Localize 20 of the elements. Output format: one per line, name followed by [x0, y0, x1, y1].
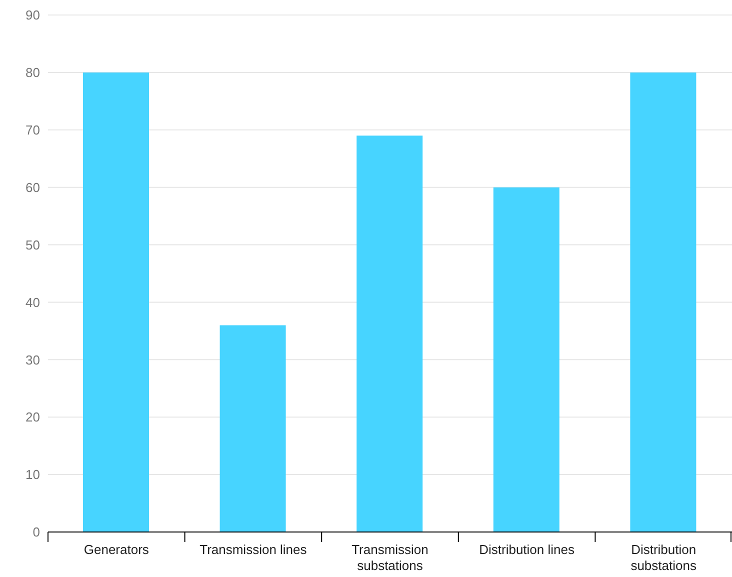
y-tick-label: 50	[26, 237, 40, 252]
y-tick-label: 20	[26, 410, 40, 425]
y-tick-label: 40	[26, 294, 40, 310]
y-tick-label: 70	[26, 122, 40, 138]
y-tick-label: 60	[26, 180, 40, 195]
y-tick-label: 30	[26, 352, 40, 368]
bar	[630, 72, 696, 532]
bar	[356, 136, 423, 532]
bar	[220, 325, 286, 532]
x-tick-label: Distribution lines	[479, 542, 575, 557]
x-tick-label: Distribution substations	[630, 542, 697, 573]
bar	[83, 72, 149, 532]
y-tick-label: 0	[32, 524, 40, 540]
bar	[493, 187, 560, 532]
x-tick-label: Transmission substations	[352, 542, 428, 573]
y-tick-label: 90	[26, 8, 40, 23]
y-tick-label: 10	[26, 467, 40, 482]
y-tick-label: 80	[26, 65, 40, 80]
x-tick-label: Transmission lines	[200, 542, 308, 557]
x-tick-label: Generators	[84, 542, 150, 557]
